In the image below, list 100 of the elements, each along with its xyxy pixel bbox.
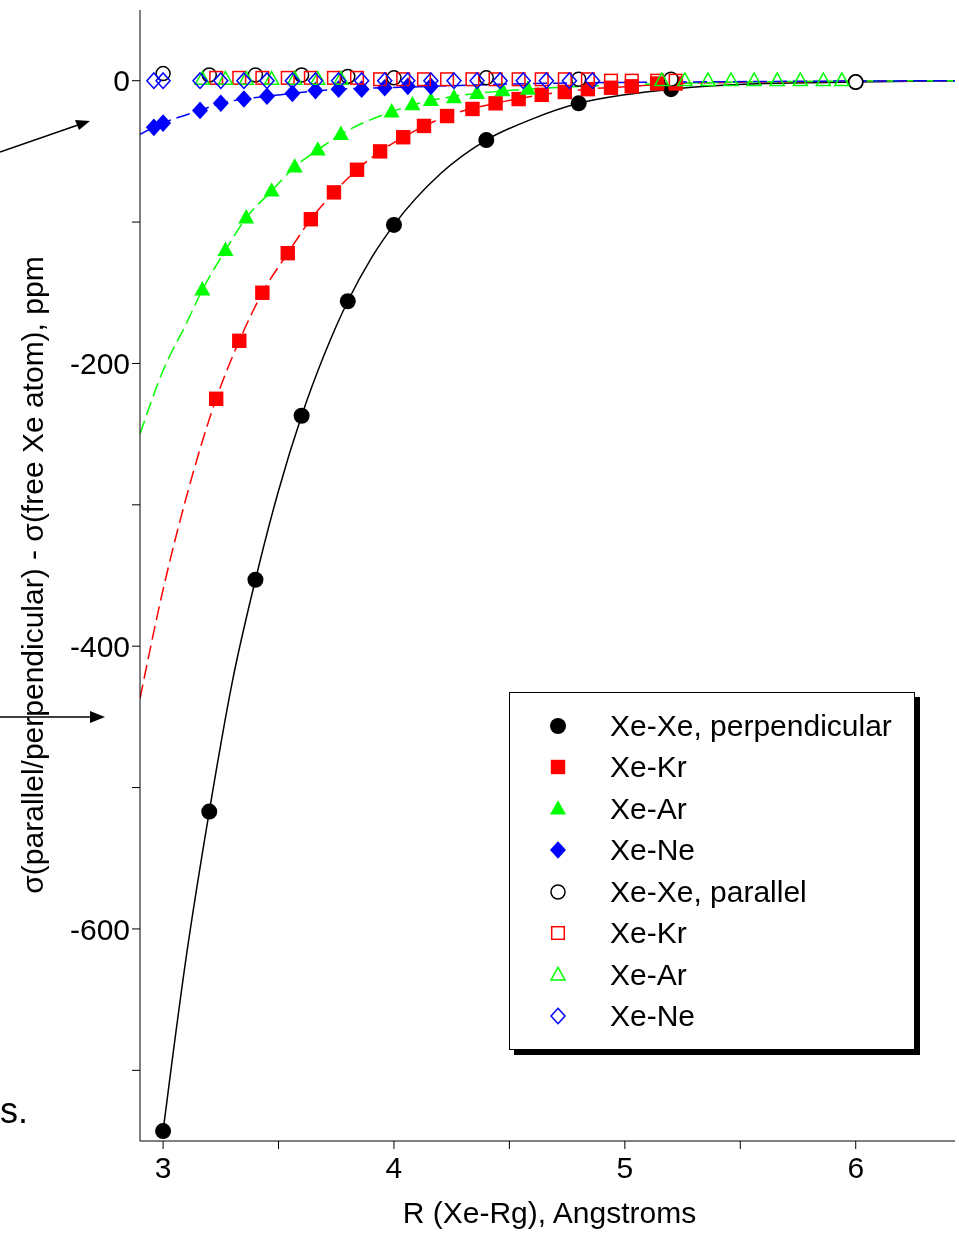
point [469,84,486,100]
point [584,72,601,90]
y-tick-label: 0 [113,64,130,98]
point [511,91,526,107]
point [232,333,247,349]
x-tick-label: 5 [616,1151,634,1185]
legend-label: Xe-Xe, perpendicular [610,708,892,743]
legend-label: Xe-Ar [610,791,687,826]
point [488,96,503,111]
x-axis-title: R (Xe-Rg), Angstroms [401,1196,698,1230]
point [580,72,595,87]
point [404,95,421,111]
point [284,84,301,103]
legend-label: Xe-Xe, parallel [610,874,807,909]
point [236,72,252,90]
y-axis-title: σ(parallel/perpendicular) - σ(free Xe atom), ppm [16,256,50,894]
point [192,72,208,90]
point [465,101,480,117]
point [217,241,234,256]
point [326,70,341,85]
point [385,216,402,233]
point [792,72,809,87]
point [309,141,326,156]
point [286,70,303,85]
point [194,281,211,296]
point [834,72,850,87]
point [396,72,411,87]
point [815,72,832,87]
legend-label: Xe-Ne [610,999,696,1034]
point [445,88,462,104]
point [383,102,400,118]
point [247,571,264,588]
point [280,70,295,85]
point [155,1123,172,1140]
point [677,72,693,87]
point [255,285,270,300]
x-tick-label: 3 [154,1151,172,1185]
point [422,91,439,107]
point [293,407,310,424]
point [201,803,218,820]
legend-label: Xe-Ne [610,833,696,868]
point [519,80,536,95]
point [557,72,572,87]
point [488,72,503,87]
point [326,185,342,200]
point [373,72,388,87]
point [194,70,211,85]
text: s. [0,1090,29,1132]
point [333,70,349,85]
point [515,72,532,90]
point [303,70,318,85]
point [416,118,432,134]
point [349,70,365,85]
legend-label: Xe-Kr [610,750,687,785]
point [416,72,432,87]
point [492,72,508,90]
point [723,72,739,87]
point [155,114,172,132]
point [192,101,209,120]
point [259,72,275,90]
point [258,87,275,106]
point [624,73,639,88]
point [769,72,785,87]
point [212,94,229,113]
point [654,72,670,87]
legend-label: Xe-Kr [610,916,687,951]
point [238,209,255,224]
point [263,70,280,85]
point [310,70,326,85]
point [446,72,462,90]
x-tick-label: 4 [385,1151,403,1185]
point [146,72,162,90]
point [439,108,455,124]
point [349,162,365,177]
point [232,70,247,85]
x-tick-label: 6 [847,1151,865,1185]
point [213,72,229,90]
y-tick-label: -200 [69,347,130,381]
point [155,72,171,90]
point [209,70,224,85]
point [372,144,388,159]
point [332,125,349,141]
point [603,73,619,88]
point [465,72,480,87]
point [440,72,455,87]
point [561,72,578,90]
point [511,72,526,87]
y-tick-label: -600 [69,912,130,946]
point [280,245,295,261]
point [208,391,224,406]
point [235,90,252,108]
point [469,72,485,90]
legend-label: Xe-Ar [610,957,687,992]
point [538,72,555,90]
point [303,212,319,227]
point [238,70,254,85]
point [478,132,495,149]
point [263,182,280,197]
point [339,293,356,310]
point [700,72,716,87]
